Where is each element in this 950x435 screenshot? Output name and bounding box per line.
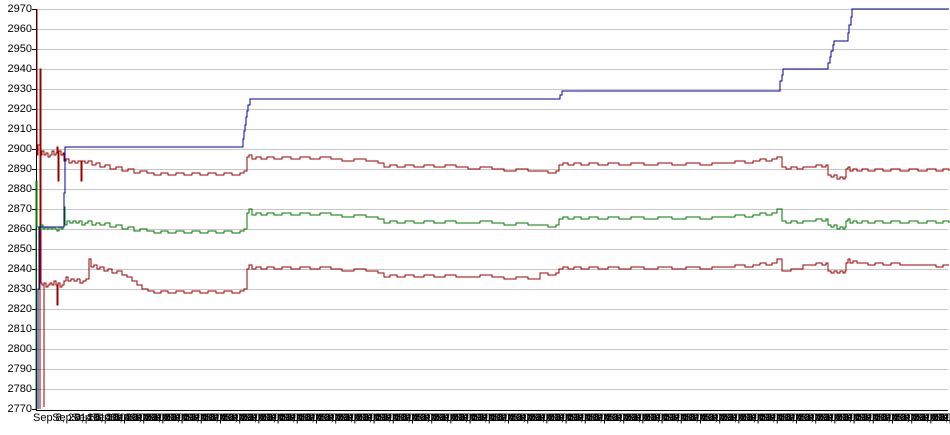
series-blue-stepped-line bbox=[37, 8, 949, 409]
y-tick-label: 2910 bbox=[7, 123, 32, 135]
y-tick-label: 2860 bbox=[7, 223, 32, 235]
y-tick-label: 2790 bbox=[7, 363, 32, 375]
x-tick-label: Sep 8, 2014 5:00:00 PM bbox=[205, 412, 325, 424]
y-tick-label: 2780 bbox=[7, 383, 32, 395]
x-axis-labels: Sep 8, 2014 5:00:00 PM Sep 8, 2014 5:00:0… bbox=[0, 412, 950, 428]
x-tick-label: Sep 8, 2014 5:00:00 PM bbox=[52, 412, 171, 424]
x-tick-label: Sep 8, 2014 5:00:00 PM bbox=[647, 412, 767, 424]
x-tick-label: Sep 8, 2014 5:00:00 PM bbox=[436, 412, 555, 424]
x-tick-label: Sep 8, 2014 5:00:00 PM bbox=[858, 412, 950, 424]
y-tick-label: 2950 bbox=[7, 43, 32, 55]
x-tick-label: Sep 8, 2014 5:00:00 PM bbox=[417, 412, 536, 424]
y-tick-label: 2960 bbox=[7, 23, 32, 35]
x-tick-label: Sep 8, 2014 5:00:00 PM bbox=[839, 412, 950, 424]
x-tick-label: Sep 8, 2014 5:00:00 PM bbox=[129, 412, 248, 424]
series-upper-dark-red-line bbox=[36, 9, 950, 182]
x-tick-label: Sep 8, 2014 5:00:00 PM bbox=[397, 412, 517, 424]
x-tick-label: Sep 8, 2014 5:00:00 PM bbox=[263, 412, 383, 424]
x-tick-label: Sep 8, 2014 5:00:00 PM bbox=[148, 412, 267, 424]
y-tick-label: 2890 bbox=[7, 163, 32, 175]
x-tick-label: Sep 8, 2014 5:00:00 PM bbox=[685, 412, 805, 424]
x-tick-label: Sep 8, 2014 5:00:00 PM bbox=[225, 412, 344, 424]
x-tick-label: Sep 8, 2014 5:00:00 PM bbox=[762, 412, 882, 424]
x-tick-label: Sep 8, 2014 5:00:00 PM bbox=[743, 412, 863, 424]
x-tick-label: Sep 8, 2014 5:00:00 PM bbox=[493, 412, 613, 424]
x-tick-label: Sep 8, 2014 5:00:00 PM bbox=[570, 412, 690, 424]
x-tick-label: Sep 8, 2014 5:00:00 PM bbox=[71, 412, 191, 424]
x-tick-label: Sep 8, 2014 5:00:00 PM bbox=[455, 412, 575, 424]
x-tick-label: Sep 8, 2014 5:00:00 PM bbox=[532, 412, 651, 424]
x-tick-label: Sep 8, 2014 5:00:00 PM bbox=[724, 412, 843, 424]
y-tick-label: 2920 bbox=[7, 103, 32, 115]
x-tick-label: Sep 8, 2014 5:00:00 PM bbox=[935, 412, 950, 424]
series-green-line bbox=[35, 180, 950, 409]
x-tick-label: Sep 8, 2014 5:00:00 PM bbox=[301, 412, 421, 424]
x-tick-label: Sep 8, 2014 5:00:00 PM bbox=[705, 412, 824, 424]
y-tick-label: 2900 bbox=[7, 143, 32, 155]
x-tick-label: Sep 8, 2014 5:00:00 PM bbox=[321, 412, 440, 424]
y-tick-label: 2840 bbox=[7, 263, 32, 275]
x-tick-label: Sep 8, 2014 5:00:00 PM bbox=[877, 412, 950, 424]
y-tick-label: 2970 bbox=[7, 3, 32, 15]
x-tick-label: Sep 8, 2014 5:00:00 PM bbox=[551, 412, 671, 424]
series-lower-dark-red-line bbox=[39, 68, 949, 409]
y-tick-label: 2830 bbox=[7, 283, 32, 295]
x-tick-label: Sep 8, 2014 5:00:00 PM bbox=[340, 412, 459, 424]
y-tick-label: 2880 bbox=[7, 183, 32, 195]
x-tick-label: Sep 8, 2014 5:00:00 PM bbox=[167, 412, 287, 424]
y-tick-label: 2850 bbox=[7, 243, 32, 255]
y-tick-label: 2800 bbox=[7, 343, 32, 355]
x-tick-label: Sep 8, 2014 5:00:00 PM bbox=[801, 412, 920, 424]
x-tick-label: Sep 8, 2014 5:00:00 PM bbox=[244, 412, 363, 424]
y-tick-label: 2940 bbox=[7, 63, 32, 75]
x-tick-label: Sep 8, 2014 5:00:00 PM bbox=[90, 412, 210, 424]
x-tick-label: Sep 8, 2014 5:00:00 PM bbox=[186, 412, 306, 424]
y-tick-label: 2930 bbox=[7, 83, 32, 95]
y-tick-label: 2820 bbox=[7, 303, 32, 315]
y-tick-label: 2810 bbox=[7, 323, 32, 335]
x-tick-label: Sep 8, 2014 5:00:00 PM bbox=[282, 412, 402, 424]
x-tick-label: Sep 8, 2014 5:00:00 PM bbox=[666, 412, 786, 424]
x-tick-label: Sep 8, 2014 5:00:00 PM bbox=[474, 412, 594, 424]
x-tick-label: Sep 8, 2014 5:00:00 PM bbox=[359, 412, 479, 424]
x-tick-label: Sep 8, 2014 5:00:00 PM bbox=[378, 412, 498, 424]
x-tick-label: Sep 8, 2014 5:00:00 PM bbox=[781, 412, 901, 424]
x-tick-label: Sep 8, 2014 5:00:00 PM bbox=[589, 412, 709, 424]
x-tick-label: Sep 8, 2014 5:00:00 PM bbox=[513, 412, 632, 424]
x-tick-label: Sep 8, 2014 5:00:00 PM bbox=[33, 412, 152, 424]
y-tick-label: 2770 bbox=[7, 403, 32, 415]
x-tick-label: Sep 8, 2014 5:00:00 PM bbox=[916, 412, 950, 424]
x-tick-label: Sep 8, 2014 5:00:00 PM bbox=[609, 412, 728, 424]
x-tick-label: Sep 8, 2014 5:00:00 PM bbox=[109, 412, 229, 424]
gridlines bbox=[37, 9, 948, 390]
x-tick-label: Sep 8, 2014 5:00:00 PM bbox=[628, 412, 747, 424]
y-tick-label: 2870 bbox=[7, 203, 32, 215]
x-tick-label: Sep 8, 2014 5:00:00 PM bbox=[820, 412, 939, 424]
x-tick-label: Sep 8, 2014 5:00:00 PM bbox=[897, 412, 950, 424]
